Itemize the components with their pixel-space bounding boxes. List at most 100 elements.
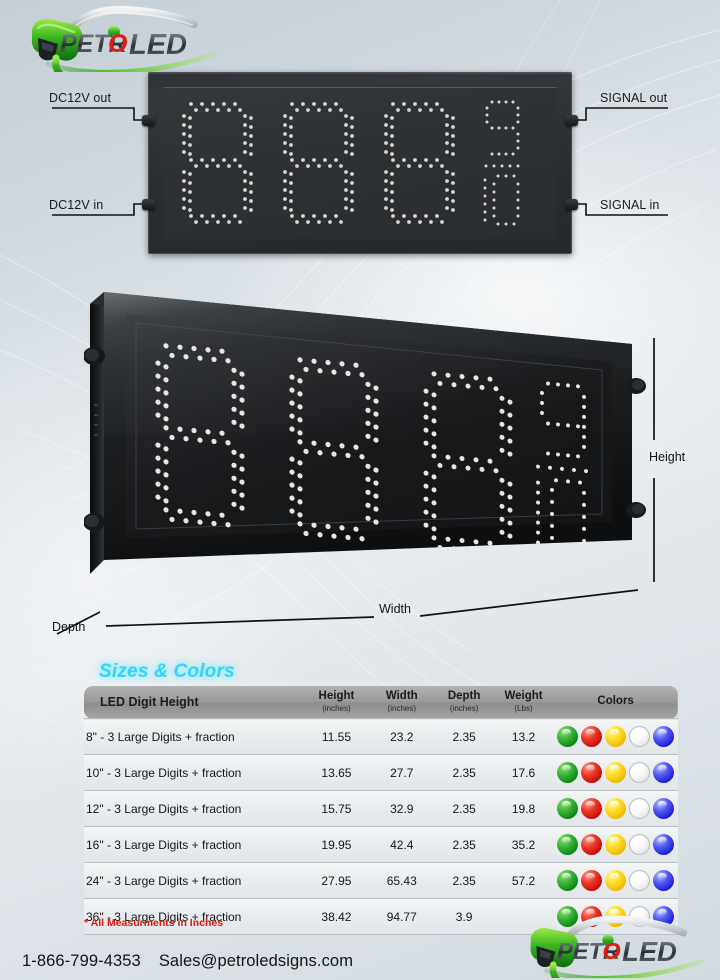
color-swatch-group bbox=[555, 726, 676, 748]
connector-signal-out bbox=[565, 115, 578, 126]
cell-width: 65.43 bbox=[386, 873, 417, 888]
led-digit-3 bbox=[371, 96, 467, 232]
color-swatch-red[interactable] bbox=[581, 834, 603, 856]
led-display-face bbox=[163, 87, 557, 239]
color-swatch-green[interactable] bbox=[557, 762, 579, 784]
color-swatch-yellow[interactable] bbox=[605, 798, 627, 820]
cell-height: 27.95 bbox=[321, 873, 352, 888]
cell-height: 11.55 bbox=[321, 729, 352, 744]
color-swatch-blue[interactable] bbox=[653, 726, 675, 748]
dimension-label-height: Height bbox=[649, 450, 686, 464]
dimension-label-depth: Depth bbox=[52, 620, 86, 634]
color-swatch-white[interactable] bbox=[629, 762, 651, 784]
footer-logo-text-led: LED bbox=[622, 936, 677, 967]
col-header-colors-label: Colors bbox=[597, 695, 634, 708]
contact-phone[interactable]: 1-866-799-4353 bbox=[22, 952, 141, 970]
table-row: 24" - 3 Large Digits + fraction 27.95 65.4… bbox=[84, 862, 678, 899]
callout-dc12v-in: DC12V in bbox=[49, 198, 104, 212]
col-header-width-unit: (inches) bbox=[387, 704, 416, 714]
color-swatch-red[interactable] bbox=[581, 906, 603, 928]
cell-weight: 19.8 bbox=[511, 801, 536, 816]
color-swatch-blue[interactable] bbox=[653, 906, 675, 928]
col-header-width-label: Width bbox=[385, 690, 418, 702]
color-swatch-group bbox=[555, 870, 676, 892]
col-header-digit-height-label: LED Digit Height bbox=[100, 694, 199, 709]
col-header-colors: Colors bbox=[553, 686, 678, 719]
cell-weight bbox=[494, 899, 553, 935]
col-header-weight-unit: (Lbs) bbox=[514, 704, 533, 714]
cell-colors bbox=[553, 827, 678, 863]
color-swatch-red[interactable] bbox=[581, 870, 603, 892]
color-swatch-white[interactable] bbox=[629, 726, 651, 748]
led-sign-front-view bbox=[142, 72, 578, 254]
cell-height: 38.42 bbox=[321, 909, 352, 924]
cell-depth: 3.9 bbox=[455, 909, 473, 924]
logo-petroled-header: PETR O LED bbox=[31, 5, 217, 72]
cell-colors bbox=[553, 899, 678, 935]
table-row: 12" - 3 Large Digits + fraction 15.75 32.9… bbox=[84, 790, 678, 827]
logo-text-petro: PETR bbox=[60, 30, 127, 58]
cell-depth: 2.35 bbox=[452, 765, 476, 780]
cell-width: 42.4 bbox=[390, 837, 414, 852]
cell-width: 32.9 bbox=[390, 801, 414, 816]
color-swatch-white[interactable] bbox=[629, 906, 651, 928]
contact-email[interactable]: Sales@petroledsigns.com bbox=[158, 952, 354, 970]
color-swatch-green[interactable] bbox=[557, 906, 579, 928]
color-swatch-yellow[interactable] bbox=[605, 870, 627, 892]
callout-signal-out: SIGNAL out bbox=[600, 91, 668, 105]
color-swatch-blue[interactable] bbox=[653, 834, 675, 856]
color-swatch-yellow[interactable] bbox=[605, 906, 627, 928]
color-swatch-green[interactable] bbox=[557, 726, 579, 748]
color-swatch-group bbox=[555, 906, 676, 928]
color-swatch-white[interactable] bbox=[629, 870, 651, 892]
spec-table: LED Digit Height Height (inches) Width (… bbox=[84, 686, 678, 935]
color-swatch-green[interactable] bbox=[557, 870, 579, 892]
section-title-sizes-colors: Sizes & Colors bbox=[99, 661, 235, 682]
color-swatch-green[interactable] bbox=[557, 834, 579, 856]
cell-depth: 2.35 bbox=[452, 801, 476, 816]
cell-width: 27.7 bbox=[390, 765, 414, 780]
cell-colors bbox=[553, 719, 678, 755]
cell-digit-height: 10" - 3 Large Digits + fraction bbox=[86, 765, 242, 780]
table-row: 10" - 3 Large Digits + fraction 13.65 27.7… bbox=[84, 754, 678, 791]
cell-digit-height: 24" - 3 Large Digits + fraction bbox=[86, 873, 242, 888]
contact-info: 1-866-799-4353 Sales@petroledsigns.com bbox=[22, 952, 353, 971]
col-header-weight-label: Weight bbox=[504, 690, 543, 702]
color-swatch-yellow[interactable] bbox=[605, 762, 627, 784]
cell-weight: 57.2 bbox=[511, 873, 536, 888]
footer-logo-text-petro: PETR bbox=[557, 938, 620, 964]
spec-table-body: 8" - 3 Large Digits + fraction 11.55 23.2 2… bbox=[84, 718, 678, 935]
color-swatch-white[interactable] bbox=[629, 798, 651, 820]
color-swatch-red[interactable] bbox=[581, 726, 603, 748]
col-header-depth-label: Depth bbox=[447, 690, 481, 702]
spec-table-container: LED Digit Height Height (inches) Width (… bbox=[84, 686, 678, 935]
connector-dc12v-out bbox=[142, 115, 155, 126]
cell-digit-height: 8" - 3 Large Digits + fraction bbox=[86, 729, 235, 744]
dimension-lines bbox=[56, 338, 655, 635]
color-swatch-yellow[interactable] bbox=[605, 726, 627, 748]
col-header-height: Height (inches) bbox=[304, 686, 369, 719]
color-swatch-white[interactable] bbox=[629, 834, 651, 856]
color-swatch-blue[interactable] bbox=[653, 798, 675, 820]
led-fraction-digits bbox=[478, 96, 530, 232]
color-swatch-blue[interactable] bbox=[653, 870, 675, 892]
col-header-depth: Depth (inches) bbox=[434, 686, 493, 719]
cell-width: 94.77 bbox=[386, 909, 417, 924]
color-swatch-yellow[interactable] bbox=[605, 834, 627, 856]
cell-weight: 17.6 bbox=[511, 765, 536, 780]
color-swatch-red[interactable] bbox=[581, 762, 603, 784]
color-swatch-group bbox=[555, 798, 676, 820]
cell-weight: 35.2 bbox=[511, 837, 536, 852]
cell-digit-height: 12" - 3 Large Digits + fraction bbox=[86, 801, 242, 816]
cell-height: 13.65 bbox=[321, 765, 352, 780]
table-row: 16" - 3 Large Digits + fraction 19.95 42.4… bbox=[84, 826, 678, 863]
color-swatch-blue[interactable] bbox=[653, 762, 675, 784]
led-digit-1 bbox=[169, 96, 265, 232]
logo-text-o: O bbox=[108, 30, 128, 58]
led-digit-2 bbox=[270, 96, 366, 232]
color-swatch-green[interactable] bbox=[557, 798, 579, 820]
col-header-weight: Weight (Lbs) bbox=[494, 686, 553, 719]
col-header-height-label: Height bbox=[318, 690, 355, 702]
connector-dc12v-in bbox=[142, 199, 155, 210]
color-swatch-red[interactable] bbox=[581, 798, 603, 820]
